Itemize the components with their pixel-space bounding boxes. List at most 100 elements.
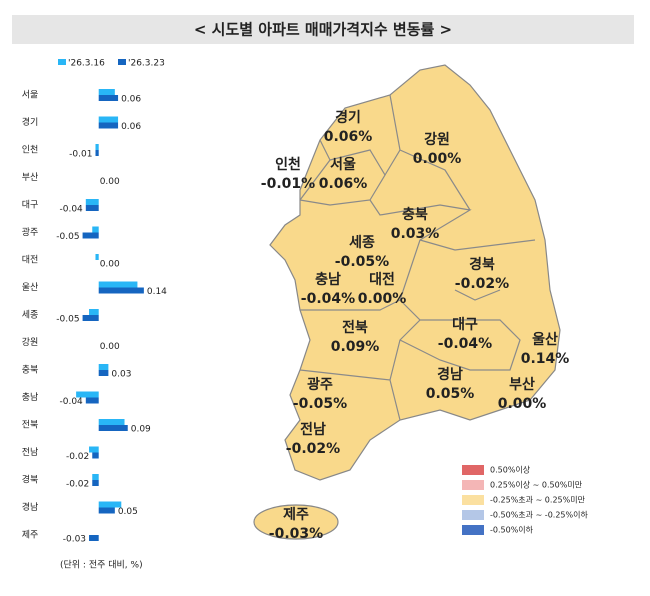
bar <box>89 309 99 315</box>
bar <box>98 501 122 508</box>
bar <box>98 281 138 288</box>
region-name: 인천 <box>275 156 301 173</box>
category-label: 서울 <box>22 90 39 101</box>
region-value: -0.04% <box>301 291 355 307</box>
region-name: 서울 <box>330 156 356 173</box>
bar <box>98 116 119 123</box>
region-name: 경기 <box>335 109 361 126</box>
bar <box>92 480 99 486</box>
legend-swatch <box>462 480 484 490</box>
value-label: -0.03 <box>63 535 86 545</box>
value-label: 0.00 <box>100 177 120 187</box>
category-label: 인천 <box>22 145 39 156</box>
value-label: 0.06 <box>121 95 141 105</box>
region-name: 대전 <box>369 271 395 288</box>
value-label: 0.00 <box>100 260 120 270</box>
region-value: 0.06% <box>324 129 373 145</box>
value-label: -0.05 <box>56 232 79 242</box>
category-label: 경남 <box>22 501 39 513</box>
legend-swatch <box>58 59 66 65</box>
value-label: 0.06 <box>121 122 141 132</box>
bar <box>76 391 99 398</box>
category-label: 경북 <box>22 474 39 486</box>
bar <box>95 254 99 260</box>
bar <box>95 144 99 150</box>
bar <box>98 95 119 101</box>
category-label: 전북 <box>22 420 39 431</box>
region-value: -0.05% <box>293 396 347 412</box>
legend-swatch <box>462 465 484 475</box>
value-label: -0.02 <box>66 452 89 462</box>
legend-swatch <box>118 59 126 65</box>
bar <box>98 425 128 431</box>
value-label: 0.14 <box>147 287 167 297</box>
value-label: -0.05 <box>56 315 79 325</box>
category-label: 대구 <box>22 200 39 211</box>
region-value: -0.02% <box>455 276 509 292</box>
region-name: 충남 <box>315 271 341 288</box>
map-borders <box>299 94 536 421</box>
region-value: -0.05% <box>335 254 389 270</box>
bar <box>92 452 99 459</box>
region-name: 충북 <box>402 207 428 223</box>
legend-label: -0.50%초과 ~ -0.25%이하 <box>490 510 588 520</box>
region-value: 0.05% <box>426 386 475 402</box>
bar <box>98 507 115 514</box>
category-label: 광주 <box>22 226 39 238</box>
legend-label: -0.25%초과 ~ 0.25%미만 <box>490 496 586 505</box>
region-value: 0.03% <box>391 226 440 242</box>
legend-swatch <box>462 510 484 520</box>
bar <box>82 315 99 321</box>
bar <box>89 446 99 453</box>
region-name: 울산 <box>532 331 558 348</box>
category-label: 경기 <box>22 116 39 128</box>
bar <box>95 150 99 156</box>
region-value: 0.09% <box>331 339 380 355</box>
bar <box>98 364 109 370</box>
legend-label: '26.3.23 <box>128 59 165 69</box>
region-value: 0.00% <box>358 291 407 307</box>
value-label: -0.04 <box>60 397 84 407</box>
category-label: 전남 <box>22 447 39 458</box>
bar <box>89 535 99 541</box>
region-name: 대구 <box>452 317 478 333</box>
category-label: 충남 <box>22 392 39 403</box>
category-label: 세종 <box>22 310 39 321</box>
value-label: -0.02 <box>66 480 89 490</box>
region-name: 부산 <box>509 376 535 393</box>
region-value: 0.06% <box>319 176 368 192</box>
region-name: 세종 <box>349 235 375 251</box>
legend-label: -0.50%이하 <box>490 525 534 535</box>
value-label: 0.09 <box>131 425 151 435</box>
region-name: 전남 <box>300 421 326 438</box>
region-value: 0.14% <box>521 351 570 367</box>
region-value: -0.03% <box>269 526 323 542</box>
region-value: -0.01% <box>261 176 315 192</box>
bar <box>98 287 144 294</box>
legend-label: 0.50%이상 <box>490 465 531 475</box>
bar <box>85 397 99 404</box>
legend-swatch <box>462 495 484 505</box>
category-label: 제주 <box>22 530 39 541</box>
legend-label: '26.3.16 <box>68 59 105 69</box>
bar <box>98 122 119 129</box>
region-value: 0.00% <box>413 151 462 167</box>
legend-label: 0.25%이상 ~ 0.50%미만 <box>490 480 583 490</box>
legend-swatch <box>462 525 484 535</box>
map-jeju <box>253 504 339 540</box>
title-bar <box>12 15 634 44</box>
region-name: 광주 <box>307 376 333 393</box>
region-name: 제주 <box>283 507 309 523</box>
bar <box>85 205 99 211</box>
value-label: 0.05 <box>118 507 138 517</box>
bar <box>98 419 125 425</box>
region-name: 경남 <box>437 366 463 383</box>
category-label: 강원 <box>22 337 39 348</box>
region-name: 전북 <box>342 319 368 336</box>
region-value: -0.02% <box>286 441 340 457</box>
region-name: 강원 <box>424 131 450 148</box>
bar <box>82 232 99 239</box>
value-label: 0.00 <box>100 342 120 352</box>
